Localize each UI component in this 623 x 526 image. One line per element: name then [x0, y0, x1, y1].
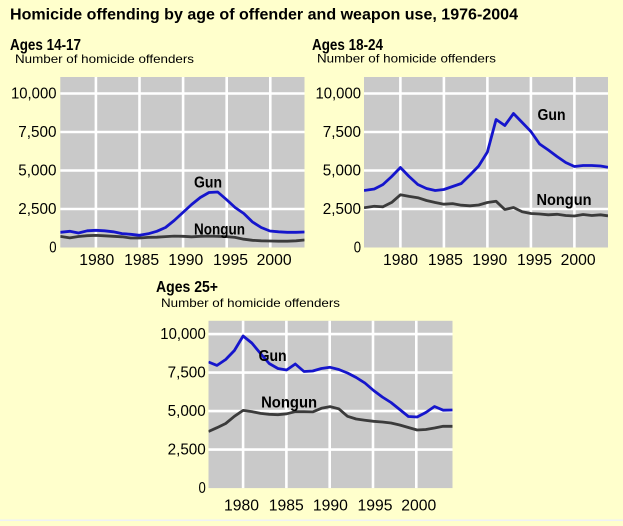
svg-text:0: 0 [199, 480, 206, 497]
svg-text:1990: 1990 [168, 252, 203, 269]
svg-text:Number of homicide offenders: Number of homicide offenders [15, 52, 194, 66]
svg-text:10,000: 10,000 [160, 326, 206, 343]
svg-text:Nongun: Nongun [537, 192, 592, 209]
svg-text:1980: 1980 [383, 252, 418, 269]
svg-text:2000: 2000 [561, 252, 596, 269]
svg-text:Ages 14-17: Ages 14-17 [10, 37, 81, 54]
svg-text:1985: 1985 [124, 252, 159, 269]
svg-text:2000: 2000 [401, 497, 436, 514]
svg-text:7,500: 7,500 [18, 124, 56, 141]
svg-text:5,000: 5,000 [18, 163, 56, 180]
svg-text:1990: 1990 [472, 252, 507, 269]
svg-text:Ages 25+: Ages 25+ [156, 279, 218, 296]
svg-text:1980: 1980 [79, 252, 114, 269]
svg-text:Number of homicide offenders: Number of homicide offenders [317, 51, 496, 65]
svg-text:1990: 1990 [313, 497, 348, 514]
svg-text:7,500: 7,500 [168, 365, 206, 382]
svg-text:1985: 1985 [428, 252, 463, 269]
svg-text:1995: 1995 [517, 252, 552, 269]
svg-text:1995: 1995 [213, 252, 248, 269]
svg-text:1980: 1980 [224, 497, 259, 514]
svg-text:2000: 2000 [257, 252, 292, 269]
svg-text:5,000: 5,000 [323, 163, 361, 180]
svg-text:Nongun: Nongun [261, 395, 317, 412]
svg-text:2,500: 2,500 [18, 201, 56, 218]
svg-text:1995: 1995 [358, 497, 393, 514]
svg-text:Gun: Gun [259, 348, 287, 365]
svg-text:7,500: 7,500 [323, 124, 361, 141]
svg-text:10,000: 10,000 [316, 86, 362, 103]
svg-text:1985: 1985 [269, 497, 304, 514]
svg-text:Nongun: Nongun [194, 221, 245, 238]
svg-text:Gun: Gun [538, 107, 566, 124]
svg-text:2,500: 2,500 [323, 201, 361, 218]
svg-text:Number of homicide offenders: Number of homicide offenders [161, 296, 340, 310]
svg-text:0: 0 [49, 240, 56, 257]
svg-text:Homicide offending by age of o: Homicide offending by age of offender an… [10, 7, 518, 24]
svg-text:2,500: 2,500 [168, 442, 206, 459]
svg-text:Gun: Gun [194, 174, 222, 191]
svg-text:Ages 18-24: Ages 18-24 [312, 37, 383, 54]
svg-text:10,000: 10,000 [11, 86, 57, 103]
svg-text:5,000: 5,000 [168, 403, 206, 420]
svg-text:0: 0 [354, 240, 361, 257]
